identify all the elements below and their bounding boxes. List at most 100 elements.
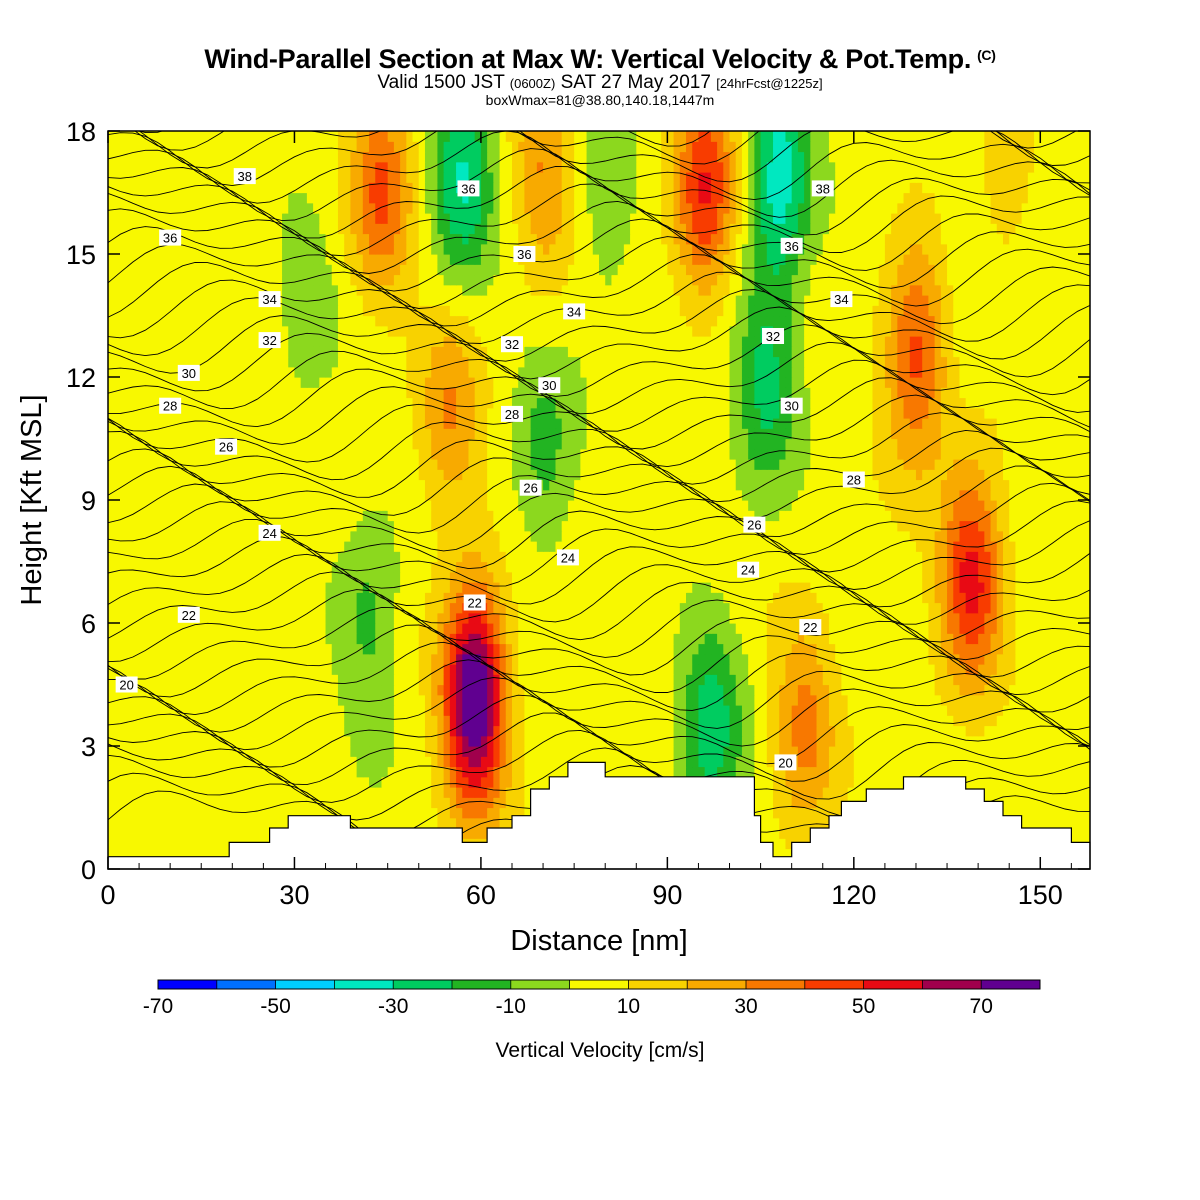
velocity-cell bbox=[804, 787, 811, 798]
velocity-cell bbox=[735, 694, 743, 706]
velocity-cell bbox=[1065, 684, 1072, 696]
velocity-cell bbox=[244, 551, 252, 563]
velocity-cell bbox=[1027, 797, 1035, 809]
velocity-cell bbox=[741, 653, 749, 665]
velocity-cell bbox=[250, 561, 258, 573]
velocity-cell bbox=[468, 746, 476, 757]
velocity-cell bbox=[132, 561, 140, 573]
velocity-cell bbox=[996, 705, 1004, 716]
velocity-cell bbox=[151, 715, 159, 727]
velocity-cell bbox=[518, 694, 526, 706]
velocity-cell bbox=[822, 551, 830, 563]
velocity-cell bbox=[213, 551, 221, 563]
velocity-cell bbox=[636, 756, 644, 768]
velocity-cell bbox=[1009, 746, 1017, 757]
velocity-cell bbox=[431, 807, 439, 819]
velocity-cell bbox=[654, 561, 662, 573]
velocity-cell bbox=[1040, 612, 1048, 624]
velocity-cell bbox=[990, 776, 998, 788]
velocity-cell bbox=[163, 787, 171, 798]
velocity-cell bbox=[1071, 787, 1079, 798]
velocity-cell bbox=[748, 633, 755, 645]
velocity-cell bbox=[1034, 735, 1041, 747]
velocity-cell bbox=[599, 561, 606, 573]
velocity-cell bbox=[785, 746, 793, 757]
velocity-cell bbox=[288, 735, 296, 747]
velocity-cell bbox=[505, 602, 513, 614]
velocity-cell bbox=[381, 725, 389, 737]
velocity-cell bbox=[679, 653, 687, 665]
velocity-cell bbox=[462, 643, 470, 655]
velocity-cell bbox=[157, 541, 165, 552]
velocity-cell bbox=[990, 623, 998, 634]
velocity-cell bbox=[387, 756, 395, 768]
velocity-cell bbox=[468, 674, 476, 686]
velocity-cell bbox=[499, 643, 507, 655]
velocity-cell bbox=[170, 807, 177, 819]
velocity-cell bbox=[760, 643, 768, 655]
velocity-cell bbox=[853, 756, 861, 768]
velocity-cell bbox=[692, 582, 700, 593]
velocity-cell bbox=[549, 674, 557, 686]
velocity-cell bbox=[822, 582, 830, 593]
velocity-cell bbox=[741, 602, 749, 614]
velocity-cell bbox=[369, 623, 376, 634]
velocity-cell bbox=[673, 766, 681, 778]
velocity-cell bbox=[176, 582, 184, 593]
velocity-cell bbox=[872, 735, 880, 747]
velocity-cell bbox=[393, 551, 401, 563]
velocity-cell bbox=[804, 684, 811, 696]
velocity-cell bbox=[754, 653, 762, 665]
velocity-cell bbox=[884, 602, 892, 614]
velocity-cell bbox=[468, 643, 476, 655]
velocity-cell bbox=[344, 664, 351, 675]
velocity-cell bbox=[1046, 582, 1054, 593]
velocity-cell bbox=[835, 561, 842, 573]
velocity-cell bbox=[275, 684, 283, 696]
velocity-cell bbox=[325, 787, 333, 798]
velocity-cell bbox=[928, 643, 936, 655]
velocity-cell bbox=[636, 592, 644, 604]
velocity-cell bbox=[741, 705, 749, 716]
velocity-cell bbox=[257, 705, 264, 716]
velocity-cell bbox=[940, 715, 948, 727]
velocity-cell bbox=[431, 664, 439, 675]
velocity-cell bbox=[828, 592, 836, 604]
velocity-cell bbox=[449, 735, 457, 747]
velocity-cell bbox=[1046, 592, 1054, 604]
velocity-cell bbox=[791, 715, 799, 727]
velocity-cell bbox=[971, 571, 979, 583]
velocity-cell bbox=[549, 725, 557, 737]
velocity-cell bbox=[319, 541, 327, 552]
velocity-cell bbox=[424, 766, 432, 778]
velocity-cell bbox=[605, 735, 613, 747]
velocity-cell bbox=[387, 623, 395, 634]
velocity-cell bbox=[145, 756, 153, 768]
velocity-cell bbox=[294, 674, 302, 686]
velocity-cell bbox=[269, 725, 277, 737]
velocity-cell bbox=[567, 746, 575, 757]
velocity-cell bbox=[313, 705, 320, 716]
velocity-cell bbox=[400, 592, 407, 604]
velocity-cell bbox=[841, 674, 849, 686]
velocity-cell bbox=[201, 807, 209, 819]
velocity-cell bbox=[636, 551, 644, 563]
velocity-cell bbox=[654, 756, 662, 768]
velocity-cell bbox=[269, 643, 277, 655]
velocity-cell bbox=[350, 797, 358, 809]
velocity-cell bbox=[1015, 746, 1023, 757]
velocity-cell bbox=[841, 664, 849, 675]
velocity-cell bbox=[822, 623, 830, 634]
velocity-cell bbox=[617, 766, 625, 778]
velocity-cell bbox=[369, 797, 376, 809]
velocity-cell bbox=[219, 664, 227, 675]
velocity-cell bbox=[400, 694, 407, 706]
velocity-cell bbox=[449, 664, 457, 675]
velocity-cell bbox=[257, 735, 264, 747]
velocity-cell bbox=[294, 612, 302, 624]
velocity-cell bbox=[692, 694, 700, 706]
velocity-cell bbox=[934, 684, 942, 696]
velocity-cell bbox=[362, 643, 370, 655]
velocity-cell bbox=[617, 684, 625, 696]
velocity-cell bbox=[331, 766, 339, 778]
